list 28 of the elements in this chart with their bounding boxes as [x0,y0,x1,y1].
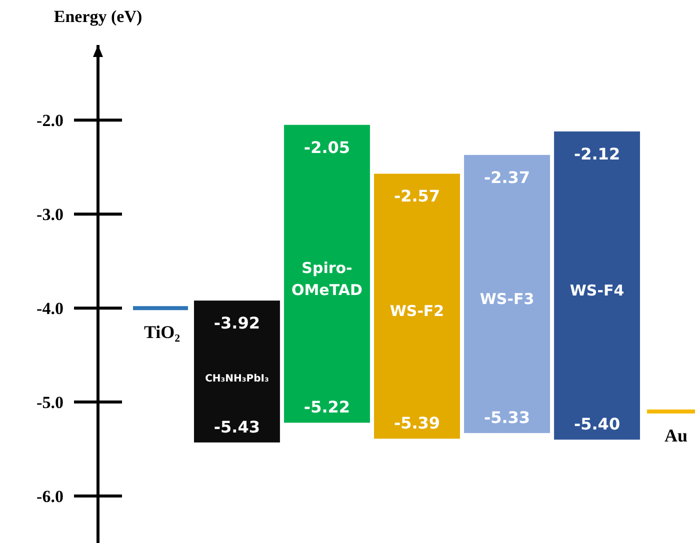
annotation: -5.40 [574,414,620,434]
bar [194,300,280,442]
annotation: -5.39 [394,414,440,433]
annotation: -5.43 [214,417,260,436]
y-axis-title: Energy (eV) [54,7,142,26]
annotation: -2.12 [574,144,620,164]
bar [374,174,460,439]
y-tick-label: -2.0 [36,111,64,130]
x-tick-label: Spiro-OMeTAD [292,258,362,299]
annotation: -3.92 [214,314,260,333]
y-tick-label: -5.0 [36,393,64,412]
ref-line-label: Au [664,425,688,446]
annotation: -5.22 [304,398,350,417]
annotation: -2.57 [394,186,440,206]
x-tick-label: WS-F2 [390,302,444,320]
y-tick-label: -4.0 [36,299,64,318]
y-tick-label: -3.0 [36,205,64,224]
annotation: -2.05 [304,138,350,157]
y-tick-label: -6.0 [36,487,64,506]
ref-line-label: TiO₂ [144,322,180,342]
x-tick-label: WS-F3 [480,290,534,308]
bar [284,124,370,423]
x-tick-label: CH₃NH₃PbI₃ [205,374,269,385]
annotation: -5.33 [484,408,530,428]
x-tick-label: WS-F4 [570,282,624,300]
annotation: -2.37 [484,168,530,187]
bar [464,154,550,434]
bar [554,131,640,440]
